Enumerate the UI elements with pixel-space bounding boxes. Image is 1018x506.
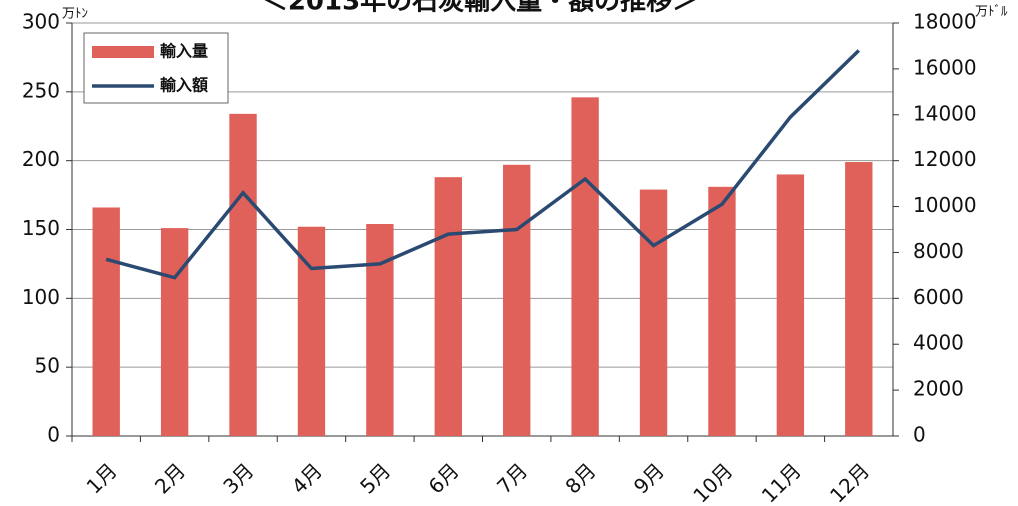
y-tick-label: 0 <box>47 423 60 447</box>
bar <box>366 223 394 436</box>
x-tick-label: 5月 <box>355 458 395 498</box>
x-tick-label: 7月 <box>492 458 532 498</box>
bar <box>503 164 531 436</box>
bar <box>434 177 462 437</box>
y2-tick-label: 10000 <box>913 193 977 217</box>
legend-label: 輸入額 <box>160 76 208 95</box>
bar <box>845 162 873 436</box>
y-tick-label: 200 <box>22 147 60 171</box>
y-tick-label: 50 <box>35 354 60 378</box>
chart-title: ＜2013年の石炭輸入量・額の推移＞ <box>262 0 698 17</box>
y2-tick-label: 16000 <box>913 55 977 79</box>
y2-tick-label: 14000 <box>913 101 977 125</box>
x-tick-label: 6月 <box>424 458 464 498</box>
y-tick-label: 250 <box>22 78 60 102</box>
y2-unit: 万ﾄﾞﾙ <box>975 5 1008 20</box>
y2-tick-label: 12000 <box>913 147 977 171</box>
x-tick-label: 9月 <box>629 458 669 498</box>
y-tick-label: 300 <box>22 10 60 34</box>
y2-tick-label: 2000 <box>913 377 964 401</box>
x-tick-label: 8月 <box>560 458 600 498</box>
line <box>105 49 861 280</box>
x-tick-label: 12月 <box>825 458 874 506</box>
legend-label: 輸入量 <box>160 42 208 61</box>
bar <box>92 207 120 436</box>
y2-tick-label: 6000 <box>913 285 964 309</box>
y2-tick-label: 18000 <box>913 10 977 34</box>
legend-box <box>83 32 229 104</box>
bar <box>297 226 326 436</box>
legend-swatch <box>92 46 154 58</box>
x-tick-label: 3月 <box>218 458 258 498</box>
bar <box>229 113 257 437</box>
y2-tick-label: 4000 <box>913 331 964 355</box>
y-tick-label: 100 <box>22 285 60 309</box>
bar <box>639 189 668 436</box>
bar <box>708 186 736 436</box>
y-tick-label: 150 <box>22 216 60 240</box>
y-unit: 万ﾄﾝ <box>62 7 88 22</box>
x-tick-label: 11月 <box>757 458 806 506</box>
bar <box>776 174 805 436</box>
y2-tick-label: 0 <box>913 423 926 447</box>
x-tick-label: 1月 <box>82 458 122 498</box>
y2-tick-label: 8000 <box>913 239 964 263</box>
bar <box>571 97 599 436</box>
x-tick-label: 4月 <box>287 458 327 498</box>
x-tick-label: 10月 <box>688 458 737 506</box>
bar <box>160 228 189 436</box>
x-tick-label: 2月 <box>150 458 190 498</box>
